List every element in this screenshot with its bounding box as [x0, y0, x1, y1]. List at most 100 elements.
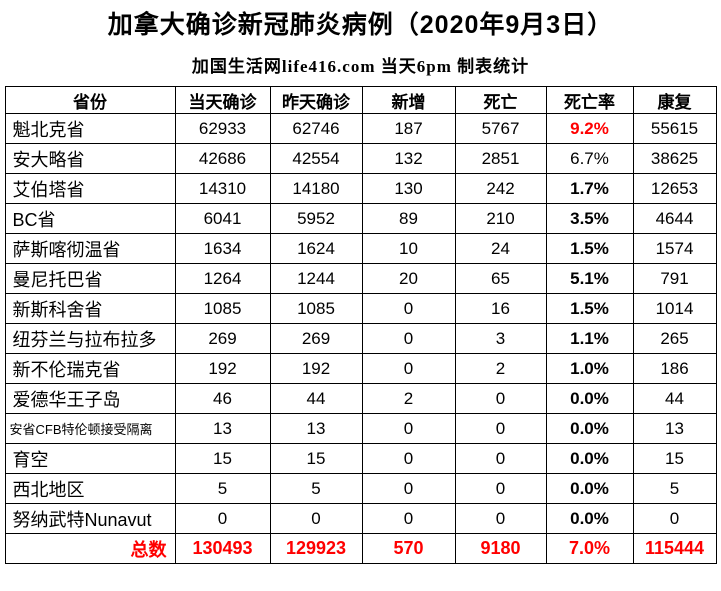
recovered-cell: 55615: [632, 113, 717, 144]
province-cell: 艾伯塔省: [4, 173, 176, 204]
death-rate-cell: 0.0%: [545, 443, 634, 474]
death-rate-cell: 0.0%: [545, 413, 634, 444]
death-rate-cell: 0.0%: [545, 503, 634, 534]
new-cases-cell: 0: [361, 443, 456, 474]
today-confirmed-cell: 15: [174, 443, 271, 474]
death-rate-cell: 6.7%: [545, 143, 634, 174]
deaths-cell: 2851: [454, 143, 547, 174]
death-rate-cell: 0.0%: [545, 473, 634, 504]
total-today-confirmed: 130493: [174, 533, 271, 564]
today-confirmed-cell: 5: [174, 473, 271, 504]
new-cases-cell: 0: [361, 413, 456, 444]
deaths-cell: 210: [454, 203, 547, 234]
deaths-cell: 0: [454, 503, 547, 534]
province-cell: 育空: [4, 443, 176, 474]
yesterday-confirmed-cell: 269: [269, 323, 363, 354]
new-cases-cell: 0: [361, 473, 456, 504]
province-cell: 魁北克省: [4, 113, 176, 144]
total-recovered: 115444: [632, 533, 717, 564]
recovered-cell: 12653: [632, 173, 717, 204]
total-deaths: 9180: [454, 533, 547, 564]
recovered-cell: 0: [632, 503, 717, 534]
new-cases-cell: 130: [361, 173, 456, 204]
recovered-cell: 5: [632, 473, 717, 504]
province-cell: 努纳武特Nunavut: [4, 503, 176, 534]
today-confirmed-cell: 1634: [174, 233, 271, 264]
death-rate-cell: 1.1%: [545, 323, 634, 354]
today-confirmed-cell: 0: [174, 503, 271, 534]
deaths-cell: 0: [454, 473, 547, 504]
province-cell: 安大略省: [4, 143, 176, 174]
today-confirmed-cell: 269: [174, 323, 271, 354]
col-header-deaths: 死亡: [454, 86, 547, 114]
covid-cases-table: 省份 当天确诊 昨天确诊 新增 死亡 死亡率 康复 魁北克省 62933 62746…: [4, 86, 717, 564]
col-header-death-rate: 死亡率: [545, 86, 634, 114]
col-header-today-confirmed: 当天确诊: [174, 86, 271, 114]
page: 加拿大确诊新冠肺炎病例（2020年9月3日） 加国生活网life416.com …: [0, 5, 721, 564]
yesterday-confirmed-cell: 0: [269, 503, 363, 534]
province-cell: BC省: [4, 203, 176, 234]
new-cases-cell: 20: [361, 263, 456, 294]
col-header-recovered: 康复: [632, 86, 717, 114]
recovered-cell: 1014: [632, 293, 717, 324]
today-confirmed-cell: 14310: [174, 173, 271, 204]
recovered-cell: 791: [632, 263, 717, 294]
province-cell: 爱德华王子岛: [4, 383, 176, 414]
recovered-cell: 13: [632, 413, 717, 444]
new-cases-cell: 187: [361, 113, 456, 144]
deaths-cell: 2: [454, 353, 547, 384]
province-cell: 纽芬兰与拉布拉多: [4, 323, 176, 354]
death-rate-cell: 9.2%: [545, 113, 634, 144]
today-confirmed-cell: 192: [174, 353, 271, 384]
yesterday-confirmed-cell: 1624: [269, 233, 363, 264]
today-confirmed-cell: 42686: [174, 143, 271, 174]
death-rate-cell: 1.5%: [545, 233, 634, 264]
province-cell: 安省CFB特伦顿接受隔离: [4, 413, 176, 444]
yesterday-confirmed-cell: 1244: [269, 263, 363, 294]
col-header-province: 省份: [4, 86, 176, 114]
col-header-new-cases: 新增: [361, 86, 456, 114]
province-cell: 西北地区: [4, 473, 176, 504]
table-row: 努纳武特Nunavut 0 0 0 0 0.0% 0: [4, 503, 717, 534]
table-row: 魁北克省 62933 62746 187 5767 9.2% 55615: [4, 113, 717, 144]
death-rate-cell: 0.0%: [545, 383, 634, 414]
table-row: 萨斯喀彻温省 1634 1624 10 24 1.5% 1574: [4, 233, 717, 264]
new-cases-cell: 2: [361, 383, 456, 414]
table-row: 爱德华王子岛 46 44 2 0 0.0% 44: [4, 383, 717, 414]
yesterday-confirmed-cell: 192: [269, 353, 363, 384]
province-cell: 新斯科舍省: [4, 293, 176, 324]
province-cell: 萨斯喀彻温省: [4, 233, 176, 264]
table-row: 安大略省 42686 42554 132 2851 6.7% 38625: [4, 143, 717, 174]
recovered-cell: 186: [632, 353, 717, 384]
table-row: 艾伯塔省 14310 14180 130 242 1.7% 12653: [4, 173, 717, 204]
table-body: 魁北克省 62933 62746 187 5767 9.2% 55615 安大略省 42686 4…: [4, 113, 717, 534]
today-confirmed-cell: 62933: [174, 113, 271, 144]
province-cell: 新不伦瑞克省: [4, 353, 176, 384]
today-confirmed-cell: 46: [174, 383, 271, 414]
total-death-rate: 7.0%: [545, 533, 634, 564]
new-cases-cell: 0: [361, 353, 456, 384]
death-rate-cell: 3.5%: [545, 203, 634, 234]
new-cases-cell: 10: [361, 233, 456, 264]
death-rate-cell: 1.7%: [545, 173, 634, 204]
new-cases-cell: 0: [361, 503, 456, 534]
deaths-cell: 16: [454, 293, 547, 324]
page-title: 加拿大确诊新冠肺炎病例（2020年9月3日）: [107, 11, 614, 39]
total-new-cases: 570: [361, 533, 456, 564]
yesterday-confirmed-cell: 1085: [269, 293, 363, 324]
new-cases-cell: 0: [361, 293, 456, 324]
yesterday-confirmed-cell: 14180: [269, 173, 363, 204]
total-row: 总数 130493 129923 570 9180 7.0% 115444: [4, 533, 717, 564]
today-confirmed-cell: 1264: [174, 263, 271, 294]
death-rate-cell: 1.0%: [545, 353, 634, 384]
deaths-cell: 0: [454, 413, 547, 444]
new-cases-cell: 0: [361, 323, 456, 354]
yesterday-confirmed-cell: 42554: [269, 143, 363, 174]
death-rate-cell: 5.1%: [545, 263, 634, 294]
province-cell: 曼尼托巴省: [4, 263, 176, 294]
total-label: 总数: [4, 533, 176, 564]
deaths-cell: 65: [454, 263, 547, 294]
col-header-yesterday-confirmed: 昨天确诊: [269, 86, 363, 114]
today-confirmed-cell: 1085: [174, 293, 271, 324]
recovered-cell: 1574: [632, 233, 717, 264]
